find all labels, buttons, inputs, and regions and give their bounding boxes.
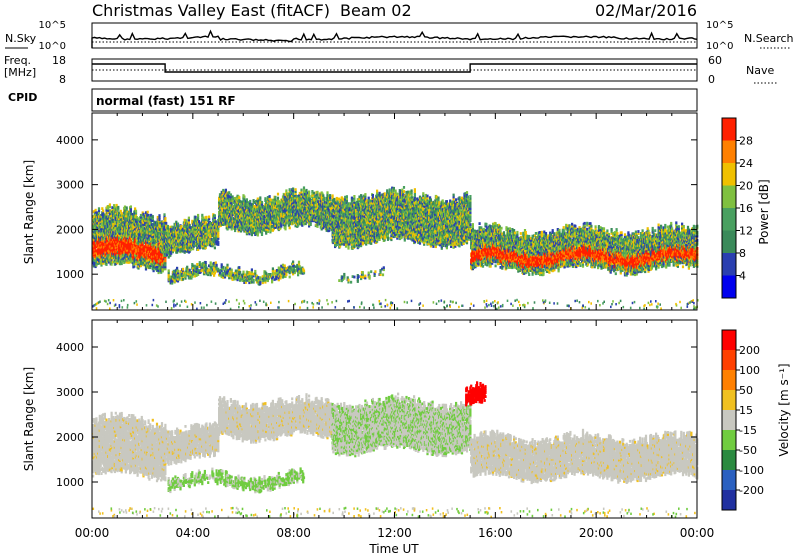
nsearch-tick-top: 10^5: [706, 20, 733, 31]
cpid-label: CPID: [8, 91, 37, 104]
nave-tick-top: 60: [708, 54, 722, 67]
rti-figure: Christmas Valley East (fitACF) Beam 02 0…: [0, 0, 800, 554]
nsky-tick-bottom: 10^0: [39, 41, 66, 52]
cpid-text: normal (fast) 151 RF: [96, 94, 236, 108]
nave-label: Nave: [746, 64, 774, 77]
beam-label: Beam 02: [340, 1, 412, 20]
nave-tick-bottom: 0: [708, 73, 715, 86]
data-cell: [109, 203, 111, 206]
nsearch-tick-bottom: 10^0: [706, 41, 733, 52]
data-cell: [102, 210, 104, 213]
power-heatmap: [92, 186, 699, 310]
date-label: 02/Mar/2016: [595, 1, 697, 20]
nsky-label: N.Sky: [5, 32, 37, 45]
freq-tick-bottom: 8: [59, 73, 66, 86]
data-cell: [113, 204, 115, 207]
freq-label-2: [MHz]: [4, 66, 36, 79]
nsearch-label: N.Search: [744, 32, 794, 45]
data-cell: [126, 206, 128, 209]
data-cell: [98, 207, 100, 210]
data-cell: [95, 209, 97, 212]
data-cell: [117, 206, 119, 209]
chart-title: Christmas Valley East (fitACF): [92, 1, 330, 20]
freq-tick-top: 18: [52, 54, 66, 67]
nsky-series-line: [92, 31, 697, 48]
data-cell: [130, 205, 132, 208]
freq-series-line: [92, 64, 697, 72]
nsky-tick-top: 10^5: [39, 20, 66, 31]
